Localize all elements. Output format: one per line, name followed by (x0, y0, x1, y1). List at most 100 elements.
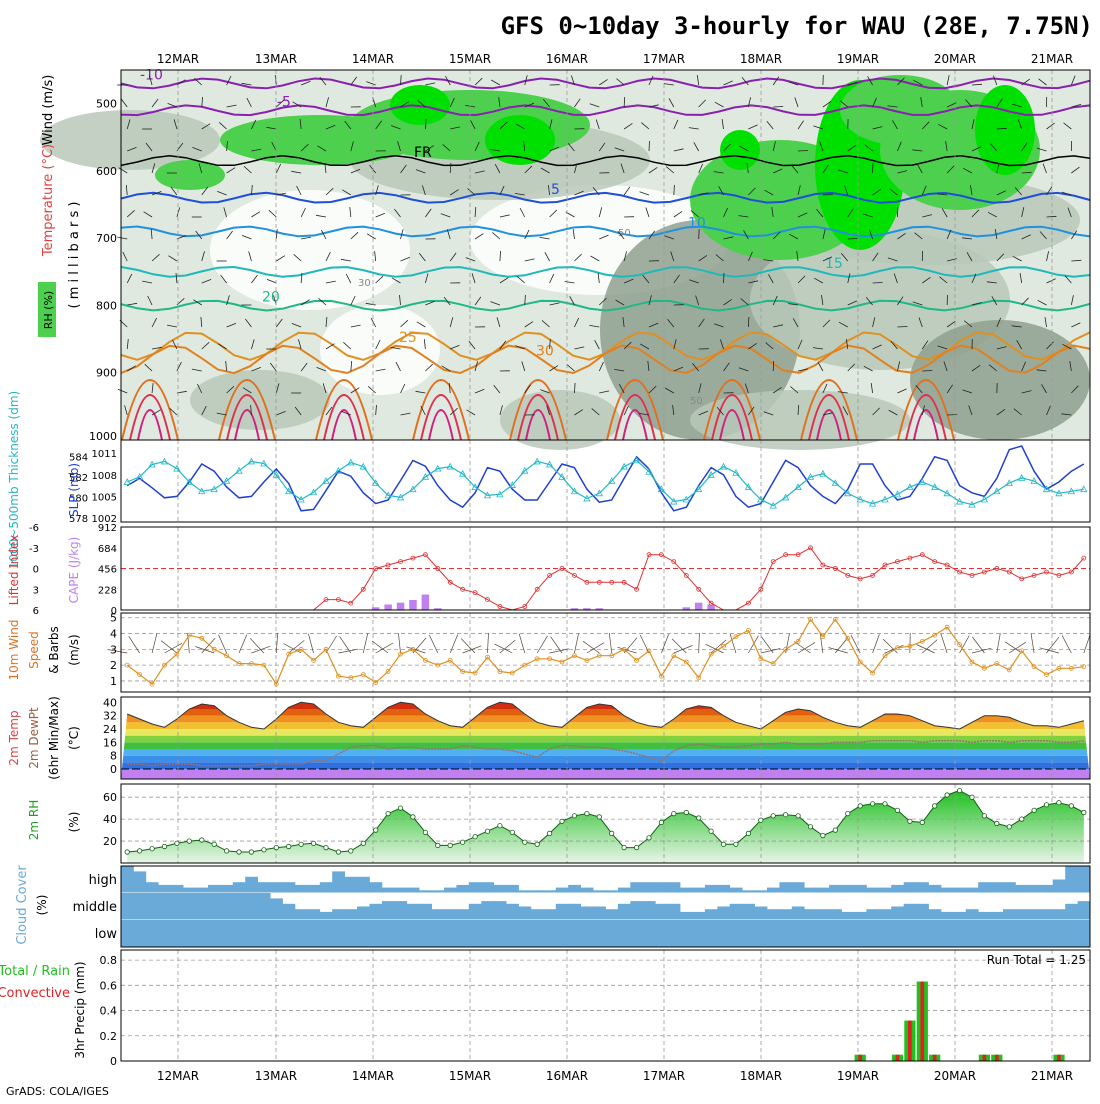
cloud-middle-cell (606, 909, 619, 920)
wind10m-tick-5: 5 (110, 612, 117, 625)
cloud-high-cell (506, 885, 519, 893)
cloud-low-cell (668, 920, 681, 947)
rh2m-point (734, 842, 738, 846)
cloud-high-cell (1016, 885, 1029, 893)
date-bottom-20MAR: 20MAR (934, 1069, 976, 1083)
date-top-13MAR: 13MAR (255, 52, 297, 66)
wind10m-barb (164, 643, 182, 653)
rh2m-point (150, 847, 154, 851)
rh2m-point (249, 850, 253, 854)
cloud-middle-cell (394, 901, 407, 920)
cloud-middle-cell (196, 893, 209, 920)
rh2m-point (957, 788, 961, 792)
wind10m-barb (1040, 648, 1059, 653)
cloud-low-cell (618, 920, 631, 947)
upper-wind-barb (897, 327, 907, 328)
temp2m-label-4: (°C) (67, 726, 81, 750)
cloud-low-cell (854, 920, 867, 947)
upper-wind-barb (873, 283, 883, 284)
rh2m-point (659, 820, 663, 824)
cloud-middle-cell (432, 909, 445, 920)
wind10m-barb (219, 635, 227, 653)
rh2m-point (224, 849, 228, 853)
cloud-low-cell (879, 920, 892, 947)
rh2m-point (634, 845, 638, 849)
precip-convective-bar (908, 1021, 912, 1061)
wind10m-barb (376, 643, 393, 653)
cloud-low-cell (196, 920, 209, 947)
date-bottom-14MAR: 14MAR (352, 1069, 394, 1083)
rh2m-point (833, 828, 837, 832)
cloud-low-cell (680, 920, 693, 947)
cloud-low-cell (419, 920, 432, 947)
cloud-middle-cell (717, 907, 730, 921)
cloud-low-cell (1028, 920, 1041, 947)
cloud-high-cell (196, 888, 209, 893)
cloud-middle-cell (1028, 909, 1041, 920)
upper-wind-barb (699, 229, 700, 239)
pressure-tick-1000: 1000 (89, 430, 117, 443)
wind10m-barb (1084, 634, 1091, 653)
rh2m-point (336, 850, 340, 854)
chart-title: GFS 0~10day 3-hourly for WAU (28E, 7.75N… (501, 12, 1093, 40)
cloud-middle-cell (1053, 909, 1066, 920)
rh-moist-2 (390, 85, 450, 125)
rh2m-point (908, 819, 912, 823)
cloud-low-cell (978, 920, 991, 947)
cloud-middle-cell (158, 893, 171, 920)
rh2m-point (622, 845, 626, 849)
temp-band-9 (121, 709, 1090, 716)
cloud-middle-cell (693, 912, 706, 920)
temp-contour-label--5: -5 (277, 94, 291, 110)
temp2m-label-1: 2m Temp (7, 710, 21, 765)
cloud-low-cell (804, 920, 817, 947)
cloud-middle-cell (817, 909, 830, 920)
cloud-low-cell (953, 920, 966, 947)
rh2m-point (311, 841, 315, 845)
cloud-middle-cell (1078, 901, 1091, 920)
wind10m-barb (398, 633, 400, 653)
cape-bar (384, 605, 392, 611)
rh2m-point (721, 842, 725, 846)
wind10m-barb (640, 635, 649, 653)
cloud-low-cell (382, 920, 395, 947)
cloud-middle-cell (456, 909, 469, 920)
cloud-high-cell (581, 888, 594, 893)
rh2m-point (162, 844, 166, 848)
cloud-high-cell (1040, 885, 1053, 893)
rh2m-point (771, 814, 775, 818)
wind-speed-line (127, 619, 1084, 684)
temp2m-label-2: 2m DewPt (27, 707, 41, 769)
temperature-axis-label: Temperature (°C) (41, 144, 56, 257)
rh2m-point (1069, 804, 1073, 808)
cloud-middle-cell (146, 893, 159, 920)
cloud-high-cell (208, 885, 221, 893)
cloud-low-cell (233, 920, 246, 947)
wind10m-barb (1062, 635, 1071, 653)
cloud-low-cell (891, 920, 904, 947)
temp2m-tick-0: 0 (110, 763, 117, 776)
rh2m-point (995, 821, 999, 825)
cloud-middle-cell (382, 901, 395, 920)
date-top-15MAR: 15MAR (449, 52, 491, 66)
wind10m-barb (537, 636, 547, 653)
date-top-20MAR: 20MAR (934, 52, 976, 66)
cloud-middle-cell (929, 909, 942, 920)
cloud-low-cell (407, 920, 420, 947)
cloud-low-cell (866, 920, 879, 947)
precip-label-total: Total / Rain (0, 964, 70, 979)
rh2m-label-1: 2m RH (27, 800, 41, 841)
rh2m-point (448, 843, 452, 847)
rh2m-point (746, 831, 750, 835)
wind10m-barb (829, 648, 848, 654)
cape-bar (409, 600, 417, 610)
rh2m-point (870, 802, 874, 806)
cloud-middle-cell (891, 907, 904, 921)
precip-tick-0.8: 0.8 (100, 954, 118, 967)
cloud-high-cell (891, 885, 904, 893)
cloud-low-cell (593, 920, 606, 947)
rh2m-point (523, 840, 527, 844)
rh2m-point (200, 838, 204, 842)
slp-tick-1005: 1005 (92, 492, 117, 503)
